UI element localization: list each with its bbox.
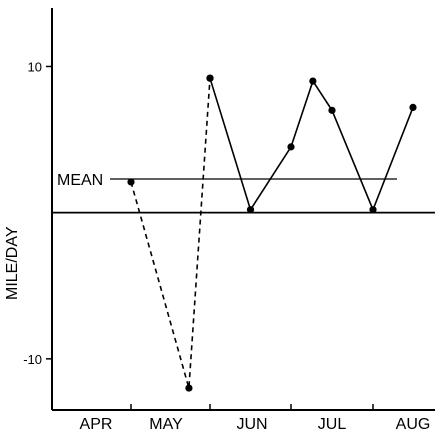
mean-layer: MEAN	[57, 172, 397, 189]
x-tick-label: JUN	[236, 416, 267, 433]
data-point	[206, 74, 214, 82]
series-line-solid	[209, 77, 414, 212]
data-point	[246, 206, 255, 214]
points-layer	[127, 74, 417, 392]
x-tick-label: AUG	[396, 416, 431, 433]
data-point	[309, 77, 317, 85]
data-point	[287, 143, 295, 151]
data-point	[369, 206, 377, 214]
series-layer	[130, 77, 414, 389]
x-tick-label: MAY	[149, 416, 183, 433]
y-axis-label: MILE/DAY	[4, 226, 21, 301]
data-point	[328, 106, 336, 114]
data-point	[409, 103, 417, 112]
y-tick-label: -10	[23, 352, 42, 367]
series-line-dashed	[130, 78, 211, 389]
mean-label: MEAN	[57, 172, 103, 189]
ticks-layer: 10 -10 APR MAY JUN JUL AUG	[23, 59, 430, 433]
data-point	[185, 384, 193, 392]
x-tick-label: JUL	[318, 416, 347, 433]
y-tick-label: 10	[28, 59, 42, 74]
data-point	[127, 178, 135, 186]
x-tick-label: APR	[80, 416, 113, 433]
